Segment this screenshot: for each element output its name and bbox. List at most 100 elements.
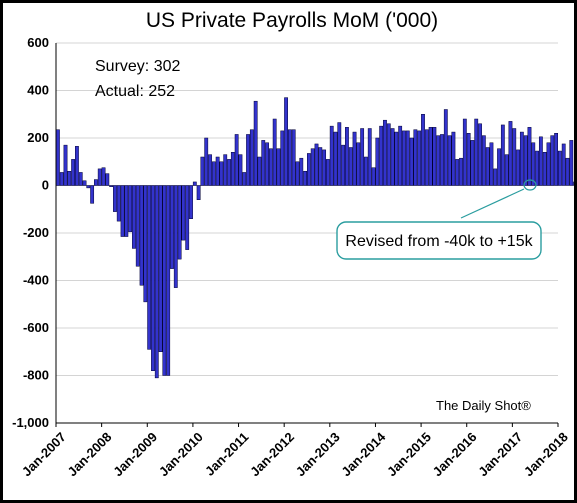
bar: [512, 128, 517, 186]
bar: [272, 118, 277, 186]
bar: [116, 185, 121, 222]
bar: [291, 129, 296, 186]
bar: [542, 152, 547, 186]
bar: [405, 130, 410, 186]
chart-frame: US Private Payrolls MoM ('000) 600 400 200…: [3, 3, 574, 500]
bar: [170, 185, 174, 269]
bar: [550, 135, 555, 186]
x-tick-label: Jan-2011: [202, 429, 251, 478]
bar: [181, 185, 186, 241]
bar: [75, 146, 79, 186]
bar: [120, 185, 125, 237]
bar: [569, 140, 574, 186]
bar: [489, 142, 494, 186]
bar: [314, 143, 319, 186]
bar: [94, 179, 98, 186]
x-tick-label: Jan-2018: [521, 429, 571, 479]
payrolls-bar-chart: US Private Payrolls MoM ('000) 600 400 200…: [12, 9, 574, 479]
bar: [447, 135, 452, 186]
bar: [409, 137, 414, 186]
x-tick-label: Jan-2016: [430, 429, 480, 479]
bar: [82, 180, 87, 186]
bar: [531, 142, 536, 186]
bar: [128, 185, 133, 233]
bar: [443, 109, 448, 186]
callout-text: Revised from -40k to +15k: [345, 233, 533, 250]
callout-marker: [523, 179, 537, 191]
bar: [451, 131, 456, 186]
bar: [474, 118, 479, 186]
callout: Revised from -40k to +15k: [336, 179, 542, 260]
bar: [173, 185, 178, 288]
bar: [67, 171, 72, 186]
survey-label: Survey: 302: [95, 58, 180, 75]
bar: [417, 130, 422, 186]
bar: [307, 153, 311, 186]
bar: [223, 154, 228, 186]
bar: [478, 123, 482, 186]
bar: [436, 135, 441, 186]
bar: [59, 172, 64, 186]
bar: [493, 168, 498, 186]
bar: [360, 128, 365, 186]
bar: [234, 134, 239, 186]
bar: [500, 124, 505, 186]
bar: [276, 148, 281, 186]
bar: [166, 185, 171, 376]
bar: [326, 159, 330, 186]
bar: [508, 121, 513, 186]
bar: [546, 142, 551, 186]
bar: [204, 137, 209, 186]
y-tick-label: 0: [42, 178, 49, 193]
bar: [310, 148, 315, 186]
bar: [561, 143, 566, 186]
bar: [527, 127, 532, 186]
bar: [257, 156, 262, 186]
bar: [249, 129, 254, 186]
bar: [383, 119, 387, 186]
bar: [573, 181, 574, 186]
bar: [299, 157, 304, 186]
bar: [428, 127, 433, 186]
bar: [519, 131, 524, 186]
bar: [90, 185, 95, 204]
bar: [185, 185, 190, 250]
x-tick-label: Jan-2014: [338, 429, 389, 480]
source-label: The Daily Shot®: [436, 398, 531, 413]
x-tick-label: Jan-2013: [293, 429, 343, 479]
bar: [390, 128, 395, 186]
bar: [56, 129, 60, 186]
bar: [538, 136, 543, 186]
y-tick-label: -200: [23, 225, 49, 240]
bar: [132, 185, 136, 249]
bar: [147, 185, 152, 350]
bar: [375, 137, 380, 186]
bar: [261, 140, 266, 186]
bar: [71, 159, 76, 186]
bar: [287, 129, 292, 186]
bar: [516, 149, 520, 186]
bar: [211, 161, 216, 186]
axes: [55, 43, 558, 424]
bar: [109, 185, 114, 187]
callout-box: [336, 221, 542, 260]
bar: [143, 185, 148, 303]
bar: [246, 134, 250, 186]
bar: [158, 185, 163, 352]
bar: [421, 114, 425, 186]
bar: [379, 125, 384, 186]
bar: [196, 185, 201, 200]
bar: [348, 147, 353, 186]
y-axis-ticks: 600 400 200 0 -200 -400 -600 -800 -1,000: [12, 35, 49, 430]
chart-title: US Private Payrolls MoM ('000): [146, 9, 438, 32]
actual-label: Actual: 252: [95, 83, 175, 100]
bars: [56, 97, 574, 379]
y-tick-label: -1,000: [12, 415, 49, 430]
bar: [371, 167, 376, 186]
bar: [364, 156, 368, 186]
bar: [535, 150, 539, 186]
bar: [219, 161, 224, 186]
bar: [341, 144, 346, 186]
x-axis-ticks: Jan-2007Jan-2008Jan-2009Jan-2010Jan-2011…: [19, 423, 571, 479]
bar: [97, 168, 102, 186]
